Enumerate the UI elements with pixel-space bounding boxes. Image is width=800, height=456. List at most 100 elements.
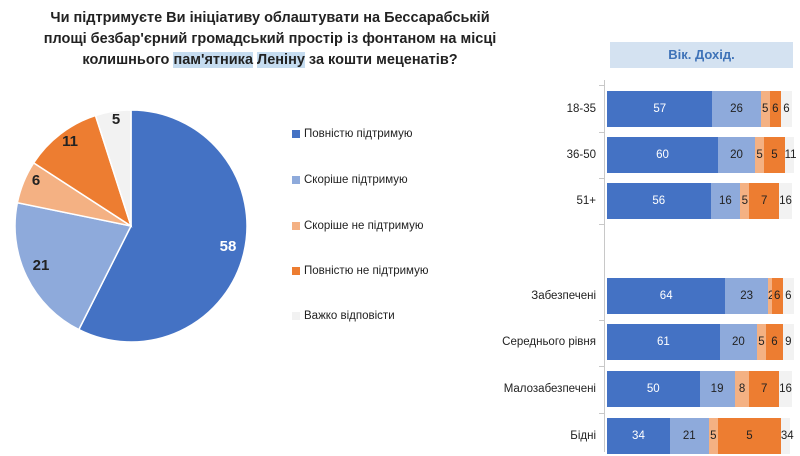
bar-segment: 5	[718, 418, 781, 454]
pie-slice	[94, 109, 132, 227]
bar-segment: 26	[712, 91, 761, 127]
bar-segment: 5	[756, 324, 767, 360]
bar-segment: 2	[767, 278, 774, 314]
bar-segment: 5	[740, 183, 750, 219]
bar-segment: 6	[780, 91, 792, 127]
bar-segment: 7	[749, 183, 780, 219]
chart-title: Чи підтримуєте Ви ініціативу облаштувати…	[20, 8, 520, 71]
bar-value-label: 2	[768, 278, 774, 314]
pie-slice-label: 21	[33, 257, 50, 274]
bar-segment: 19	[699, 371, 735, 407]
title-line-2: площі безбар'єрний громадський простір і…	[43, 31, 497, 47]
bar-value-label: 5	[746, 430, 753, 442]
bar-segment: 21	[669, 418, 709, 454]
bar-segment: 5	[760, 91, 770, 127]
bar-segment: 23	[725, 278, 768, 314]
bar-value-label: 16	[779, 383, 792, 395]
bar-segment: 34	[607, 418, 670, 454]
axis-tick	[599, 85, 604, 86]
legend-swatch	[292, 222, 300, 230]
category-label: 51+	[576, 195, 596, 207]
axis-tick	[599, 320, 604, 321]
bar-segment: 61	[607, 324, 720, 360]
bar-value-label: 11	[784, 149, 797, 161]
bar-value-label: 9	[785, 336, 792, 348]
legend-swatch	[292, 267, 300, 275]
title-highlight-1: пам'ятника	[173, 52, 254, 68]
title-line-3-start: колишнього	[82, 52, 174, 68]
bar-segment: 20	[718, 137, 755, 173]
bar-value-label: 8	[738, 383, 746, 395]
bar-segment: 60	[607, 137, 718, 173]
bar-value-label: 34	[780, 430, 794, 442]
bar-value-label: 20	[731, 336, 745, 348]
bar-value-label: 5	[771, 149, 778, 161]
axis-tick	[599, 178, 604, 179]
bar-segment: 16	[710, 183, 741, 219]
bar-value-label: 56	[652, 195, 666, 207]
category-label: Забезпечені	[531, 290, 596, 302]
bar-value-label: 23	[740, 290, 754, 302]
bar-value-label: 60	[656, 149, 669, 161]
pie-slice-label: 58	[220, 238, 237, 255]
bar-value-label: 16	[779, 195, 792, 207]
bar-segment: 20	[719, 324, 757, 360]
bar-segment: 16	[779, 371, 792, 407]
axis-tick	[599, 132, 604, 133]
bar-segment: 5	[755, 137, 765, 173]
legend-label: Повністю підтримую	[304, 128, 413, 140]
bar-axis-line	[604, 80, 605, 452]
legend-label: Важко відповісти	[304, 310, 395, 322]
title-line-3: колишнього пам'ятника Леніну за кошти ме…	[20, 50, 520, 71]
bar-segment: 56	[607, 183, 711, 219]
bar-value-label: 5	[756, 149, 763, 161]
bar-value-label: 7	[761, 195, 768, 207]
legend-label: Скоріше підтримую	[304, 174, 408, 186]
bar-segment: 5	[764, 137, 785, 173]
bar-chart-header: Вік. Дохід.	[610, 42, 793, 68]
bar-segment: 8	[734, 371, 750, 407]
legend-swatch	[292, 312, 300, 320]
category-label: Середнього рівня	[502, 336, 596, 348]
legend-swatch	[292, 176, 300, 184]
bar-value-label: 21	[682, 430, 696, 442]
bar-value-label: 5	[710, 430, 717, 442]
title-line-1: Чи підтримуєте Ви ініціативу облаштувати…	[50, 10, 490, 26]
bar-segment: 6	[771, 278, 783, 314]
bar-value-label: 6	[771, 336, 778, 348]
title-highlight-2: Леніну	[257, 52, 305, 68]
bar-value-label: 7	[761, 383, 768, 395]
bar-segment: 6	[766, 324, 783, 360]
category-label: 36-50	[566, 149, 596, 161]
category-label: Бідні	[570, 430, 596, 442]
axis-tick	[599, 413, 604, 414]
pie-slice	[14, 201, 133, 331]
pie-slice-label: 6	[32, 172, 40, 189]
bar-value-label: 34	[632, 430, 645, 442]
legend-label: Повністю не підтримую	[304, 265, 429, 277]
category-label: 18-35	[566, 103, 596, 115]
bar-value-label: 57	[653, 103, 667, 115]
bar-value-label: 5	[761, 103, 769, 115]
bar-value-label: 20	[730, 149, 743, 161]
bar-value-label: 19	[710, 383, 724, 395]
title-line-3-end: за кошти меценатів?	[304, 52, 458, 68]
pie-slice-label: 11	[62, 133, 78, 150]
bar-segment: 34	[780, 418, 794, 454]
bar-segment: 64	[607, 278, 726, 314]
bar-segment: 16	[779, 183, 792, 219]
bar-value-label: 5	[741, 195, 749, 207]
bar-segment: 50	[607, 371, 700, 407]
pie-slice	[77, 109, 248, 343]
axis-tick	[599, 224, 604, 225]
bar-segment: 5	[708, 418, 718, 454]
bar-value-label: 6	[785, 290, 792, 302]
bar-segment: 11	[784, 137, 797, 173]
legend-label: Скоріше не підтримую	[304, 220, 424, 232]
bar-segment: 6	[769, 91, 781, 127]
bar-value-label: 50	[646, 383, 660, 395]
bar-value-label: 64	[659, 290, 673, 302]
pie-slice-label: 5	[112, 111, 120, 128]
axis-tick	[599, 366, 604, 367]
